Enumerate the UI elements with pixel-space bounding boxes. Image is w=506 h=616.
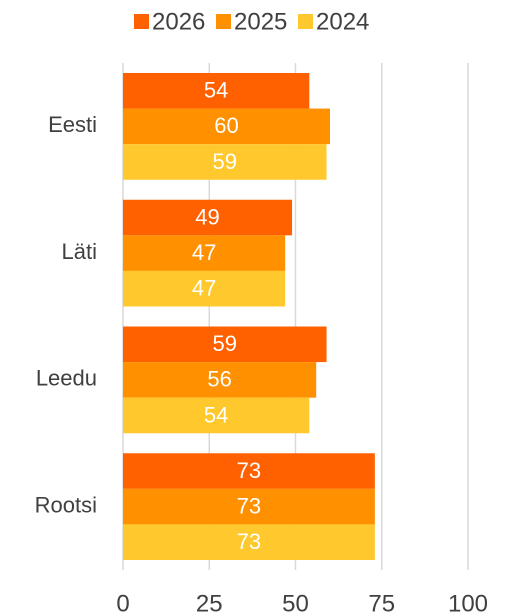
data-label: 59: [213, 331, 237, 356]
data-label: 73: [237, 493, 261, 518]
bar: [123, 397, 310, 434]
data-label: 73: [237, 458, 261, 483]
legend-swatch: [134, 14, 149, 29]
bar: [123, 199, 293, 236]
bar: [123, 524, 375, 560]
x-tick-label: 0: [116, 590, 129, 616]
data-label: 47: [192, 276, 216, 301]
data-label: 73: [237, 529, 261, 554]
bar: [123, 362, 317, 398]
y-tick-label: Läti: [62, 239, 97, 264]
bar: [123, 270, 286, 307]
legend-swatch: [216, 14, 231, 29]
x-tick-label: 75: [368, 590, 395, 616]
data-label: 60: [214, 113, 238, 138]
data-label: 47: [192, 240, 216, 265]
legend-label: 2024: [316, 8, 369, 35]
data-label: 56: [207, 367, 231, 392]
bar: [123, 144, 327, 180]
bar: [123, 488, 375, 525]
data-label: 54: [204, 402, 228, 427]
y-tick-label: Rootsi: [35, 492, 97, 517]
x-tick-label: 100: [448, 590, 488, 616]
data-label: 54: [204, 78, 228, 103]
y-tick-label: Leedu: [36, 366, 97, 391]
legend-swatch: [298, 14, 313, 29]
data-label: 49: [195, 204, 219, 229]
bar: [123, 326, 327, 363]
legend-label: 2025: [234, 8, 287, 35]
y-tick-label: Eesti: [48, 112, 97, 137]
bar: [123, 235, 286, 271]
bar: [123, 108, 330, 145]
bar: [123, 73, 310, 109]
bar: [123, 453, 375, 489]
x-tick-label: 25: [196, 590, 223, 616]
legend-label: 2026: [152, 8, 205, 35]
x-tick-label: 50: [282, 590, 309, 616]
data-label: 59: [213, 149, 237, 174]
